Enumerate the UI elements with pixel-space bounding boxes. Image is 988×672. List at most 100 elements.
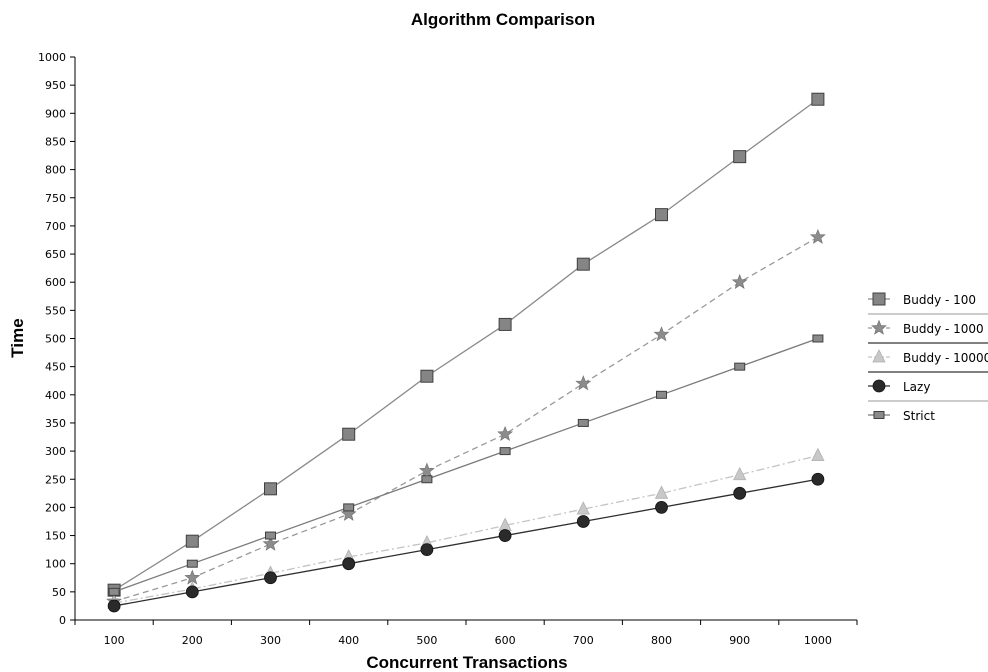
data-point — [811, 92, 825, 106]
x-tick-label: 200 — [182, 634, 203, 647]
data-point — [653, 326, 670, 342]
y-tick-label: 150 — [45, 530, 66, 543]
data-point — [577, 418, 589, 427]
y-tick-label: 550 — [45, 304, 66, 317]
y-tick-label: 650 — [45, 248, 66, 261]
y-tick-label: 750 — [45, 192, 66, 205]
legend: Buddy - 100 Buddy - 1000 Buddy - 10000 Lazy… — [868, 292, 988, 423]
series-line — [113, 337, 819, 593]
x-tick-label: 800 — [651, 634, 672, 647]
y-tick-label: 250 — [45, 473, 66, 486]
legend-label: Buddy - 10000 — [903, 351, 988, 365]
legend-label: Lazy — [903, 380, 930, 394]
data-point — [655, 208, 668, 222]
y-tick-label: 800 — [45, 164, 66, 177]
legend-marker — [872, 379, 886, 393]
data-point — [655, 500, 668, 514]
data-point — [421, 475, 433, 484]
x-tick-label: 900 — [729, 634, 750, 647]
data-point — [498, 529, 512, 542]
data-point — [811, 447, 825, 462]
series-line — [113, 478, 819, 607]
data-point — [420, 543, 434, 557]
data-point — [733, 466, 747, 481]
legend-marker — [873, 411, 885, 419]
data-point — [733, 150, 747, 164]
data-point — [419, 462, 435, 478]
x-tick-label: 300 — [260, 634, 281, 647]
data-point — [812, 334, 824, 343]
x-tick-label: 100 — [104, 634, 125, 647]
data-point — [108, 587, 120, 596]
legend-item: Buddy - 100 — [868, 292, 988, 315]
data-point — [265, 531, 276, 540]
y-tick-label: 0 — [59, 614, 66, 627]
data-point — [262, 535, 279, 551]
series-buddy-1000 — [106, 228, 826, 609]
y-tick-label: 200 — [45, 501, 66, 514]
y-tick-label: 500 — [45, 333, 66, 346]
data-point — [734, 362, 746, 371]
data-point — [497, 425, 513, 441]
legend-item: Buddy - 1000 — [868, 319, 988, 344]
data-point — [576, 257, 590, 271]
legend-label: Strict — [903, 409, 935, 423]
data-point — [342, 557, 356, 571]
legend-item: Strict — [868, 409, 935, 423]
data-point — [499, 447, 511, 456]
data-point — [654, 485, 669, 499]
data-point — [576, 515, 590, 528]
data-point — [340, 505, 357, 521]
y-axis-title: Time — [8, 318, 27, 357]
data-point — [185, 585, 199, 599]
legend-item: Lazy — [868, 379, 988, 402]
y-tick-label: 100 — [45, 558, 66, 571]
data-point — [186, 559, 198, 568]
data-point — [185, 534, 199, 548]
series-lazy — [107, 472, 825, 613]
y-tick-label: 850 — [45, 135, 66, 148]
y-tick-label: 900 — [45, 107, 66, 120]
legend-marker — [872, 349, 886, 363]
series-line — [113, 454, 819, 604]
legend-label: Buddy - 100 — [903, 293, 976, 307]
series-line — [113, 98, 819, 591]
data-point — [342, 427, 356, 441]
data-point — [107, 599, 121, 613]
series-strict — [108, 334, 824, 596]
y-tick-label: 350 — [45, 417, 66, 430]
data-point — [656, 390, 667, 399]
y-tick-label: 950 — [45, 79, 66, 92]
x-tick-label: 600 — [495, 634, 516, 647]
data-point — [184, 569, 201, 585]
y-tick-label: 50 — [52, 586, 66, 599]
y-tick-label: 300 — [45, 445, 66, 458]
data-point — [264, 571, 277, 585]
data-point — [420, 369, 434, 383]
x-tick-label: 400 — [338, 634, 359, 647]
series-group — [106, 92, 826, 613]
y-tick-label: 450 — [45, 361, 66, 374]
data-point — [811, 472, 825, 486]
data-point — [576, 501, 590, 515]
data-point — [343, 503, 355, 512]
legend-marker — [871, 319, 887, 335]
data-point — [498, 317, 512, 331]
legend-label: Buddy - 1000 — [903, 322, 984, 336]
legend-marker — [872, 292, 886, 306]
series-buddy-10000 — [107, 447, 825, 609]
x-tick-label: 700 — [573, 634, 594, 647]
chart-title: Algorithm Comparison — [411, 10, 595, 29]
x-tick-label: 500 — [416, 634, 437, 647]
x-axis-title: Concurrent Transactions — [366, 653, 567, 672]
x-tick-label: 1000 — [804, 634, 832, 647]
series-buddy-100 — [107, 92, 825, 597]
axes: 0 50 100 150 200 250 300 350 400 450 500 550 600 650 7… — [38, 51, 858, 647]
y-tick-label: 600 — [45, 276, 66, 289]
data-point — [264, 482, 277, 496]
legend-item: Buddy - 10000 — [868, 349, 988, 373]
data-point — [731, 273, 748, 289]
data-point — [733, 486, 747, 500]
y-tick-label: 1000 — [38, 51, 66, 64]
